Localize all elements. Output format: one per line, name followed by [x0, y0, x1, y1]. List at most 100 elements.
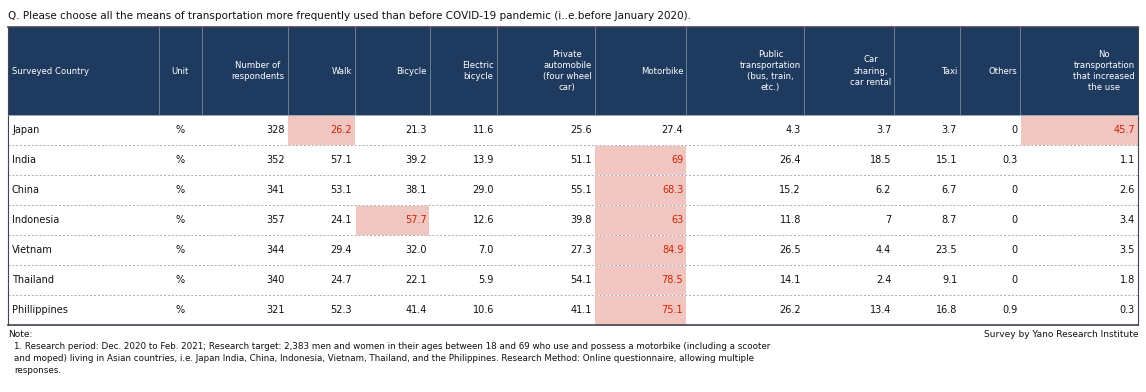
Text: Motorbike: Motorbike	[641, 67, 683, 76]
Text: 15.1: 15.1	[935, 155, 957, 165]
Bar	[595, 296, 685, 325]
Bar	[595, 205, 685, 234]
Text: Indonesia: Indonesia	[11, 215, 60, 225]
Text: 69: 69	[672, 155, 683, 165]
Text: 3.7: 3.7	[942, 125, 957, 135]
Text: 15.2: 15.2	[779, 185, 801, 195]
Text: 26.2: 26.2	[779, 305, 801, 315]
Text: 344: 344	[266, 245, 284, 255]
Text: 26.4: 26.4	[779, 155, 801, 165]
Text: 0: 0	[1011, 125, 1018, 135]
Text: 29.4: 29.4	[330, 245, 352, 255]
Text: 1.1: 1.1	[1120, 155, 1135, 165]
Text: 24.1: 24.1	[330, 215, 352, 225]
Text: Thailand: Thailand	[11, 275, 54, 285]
Bar	[8, 145, 1138, 175]
Text: 16.8: 16.8	[936, 305, 957, 315]
Text: 340: 340	[266, 275, 284, 285]
Text: 3.4: 3.4	[1120, 215, 1135, 225]
Text: 10.6: 10.6	[472, 305, 494, 315]
Text: 0: 0	[1011, 245, 1018, 255]
Text: 3.5: 3.5	[1120, 245, 1135, 255]
Text: 9.1: 9.1	[942, 275, 957, 285]
Bar	[8, 205, 1138, 235]
Text: Survey by Yano Research Institute: Survey by Yano Research Institute	[983, 330, 1138, 339]
Text: 1. Research period: Dec. 2020 to Feb. 2021; Research target: 2,383 men and women: 1. Research period: Dec. 2020 to Feb. 20…	[14, 342, 770, 375]
Text: 4.4: 4.4	[876, 245, 892, 255]
Text: 53.1: 53.1	[330, 185, 352, 195]
Text: Taxi: Taxi	[941, 67, 957, 76]
Text: 41.4: 41.4	[406, 305, 426, 315]
Text: 23.5: 23.5	[935, 245, 957, 255]
Text: Japan: Japan	[11, 125, 39, 135]
Text: 78.5: 78.5	[661, 275, 683, 285]
Text: 75.1: 75.1	[661, 305, 683, 315]
Text: 11.8: 11.8	[779, 215, 801, 225]
Text: 68.3: 68.3	[662, 185, 683, 195]
Text: 11.6: 11.6	[472, 125, 494, 135]
Text: No
transportation
that increased
the use: No transportation that increased the use	[1074, 50, 1135, 92]
Text: Phillippines: Phillippines	[11, 305, 68, 315]
Text: 51.1: 51.1	[570, 155, 591, 165]
Text: 57.7: 57.7	[405, 215, 426, 225]
Bar	[8, 295, 1138, 325]
Text: 57.1: 57.1	[330, 155, 352, 165]
Text: 22.1: 22.1	[405, 275, 426, 285]
Text: 2.4: 2.4	[876, 275, 892, 285]
Text: 1.8: 1.8	[1120, 275, 1135, 285]
Text: 13.4: 13.4	[870, 305, 892, 315]
Text: China: China	[11, 185, 40, 195]
Text: 27.3: 27.3	[570, 245, 591, 255]
Bar	[288, 116, 354, 145]
Text: 0: 0	[1011, 215, 1018, 225]
Text: Unit: Unit	[172, 67, 189, 76]
Text: 6.7: 6.7	[942, 185, 957, 195]
Text: 26.2: 26.2	[330, 125, 352, 135]
Bar	[1021, 116, 1138, 145]
Bar	[595, 176, 685, 205]
Text: %: %	[175, 305, 185, 315]
Text: Private
automobile
(four wheel
car): Private automobile (four wheel car)	[543, 50, 591, 92]
Text: 18.5: 18.5	[870, 155, 892, 165]
Text: %: %	[175, 245, 185, 255]
Text: 7.0: 7.0	[479, 245, 494, 255]
Text: 52.3: 52.3	[330, 305, 352, 315]
Text: 13.9: 13.9	[472, 155, 494, 165]
Text: 4.3: 4.3	[786, 125, 801, 135]
Text: 38.1: 38.1	[406, 185, 426, 195]
Text: 7: 7	[885, 215, 892, 225]
Text: 0.3: 0.3	[1120, 305, 1135, 315]
Text: 8.7: 8.7	[942, 215, 957, 225]
Text: %: %	[175, 125, 185, 135]
Text: Surveyed Country: Surveyed Country	[11, 67, 89, 76]
Bar	[8, 27, 1138, 115]
Bar	[595, 265, 685, 294]
Text: 63: 63	[672, 215, 683, 225]
Text: Number of
respondents: Number of respondents	[231, 61, 284, 81]
Bar	[595, 236, 685, 265]
Text: 0: 0	[1011, 185, 1018, 195]
Text: 0: 0	[1011, 275, 1018, 285]
Text: 54.1: 54.1	[570, 275, 591, 285]
Text: Note:: Note:	[8, 330, 32, 339]
Text: 5.9: 5.9	[479, 275, 494, 285]
Bar	[8, 235, 1138, 265]
Bar	[355, 205, 429, 234]
Text: %: %	[175, 155, 185, 165]
Text: Car
sharing,
car rental: Car sharing, car rental	[850, 55, 892, 87]
Bar	[8, 115, 1138, 145]
Text: %: %	[175, 275, 185, 285]
Text: 328: 328	[266, 125, 284, 135]
Text: 357: 357	[266, 215, 284, 225]
Text: 12.6: 12.6	[472, 215, 494, 225]
Text: Bicycle: Bicycle	[397, 67, 426, 76]
Text: 39.8: 39.8	[571, 215, 591, 225]
Text: 84.9: 84.9	[662, 245, 683, 255]
Text: 25.6: 25.6	[570, 125, 591, 135]
Text: 321: 321	[266, 305, 284, 315]
Text: Electric
bicycle: Electric bicycle	[462, 61, 494, 81]
Text: 24.7: 24.7	[330, 275, 352, 285]
Text: 29.0: 29.0	[472, 185, 494, 195]
Text: 41.1: 41.1	[571, 305, 591, 315]
Text: 32.0: 32.0	[405, 245, 426, 255]
